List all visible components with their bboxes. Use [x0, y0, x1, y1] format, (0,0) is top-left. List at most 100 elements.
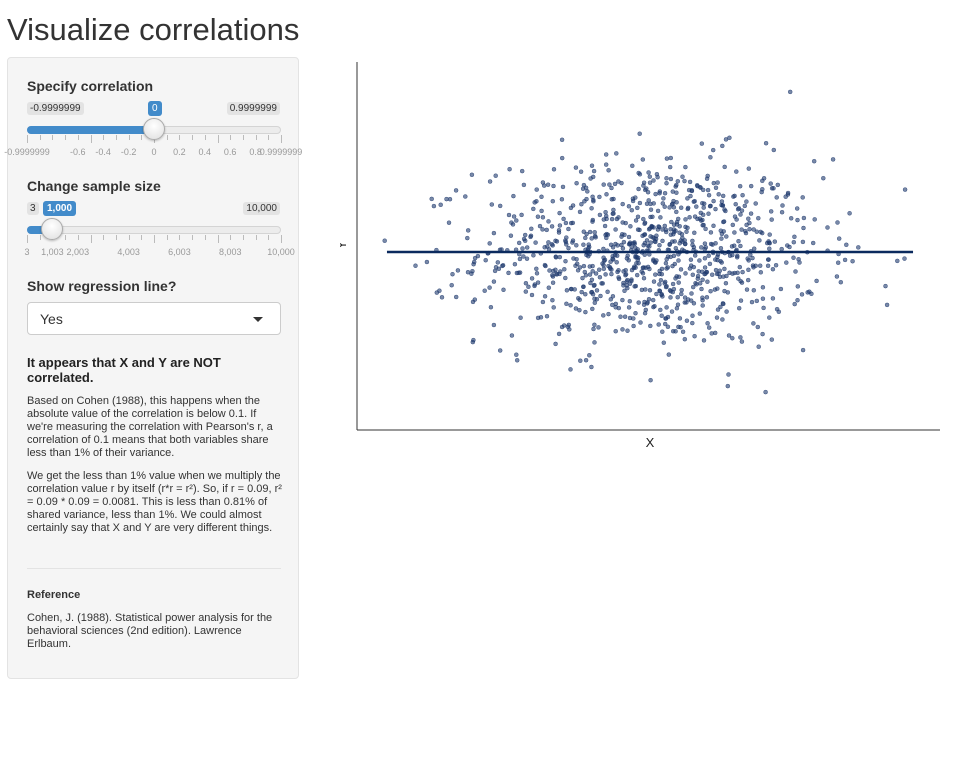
data-point [799, 292, 805, 297]
data-point [850, 258, 855, 264]
data-point [695, 276, 701, 281]
data-point [647, 287, 653, 293]
data-point [564, 288, 570, 293]
data-point [810, 240, 816, 246]
data-point [755, 324, 761, 330]
data-point [665, 314, 671, 320]
data-point [664, 305, 669, 310]
data-point [674, 306, 680, 311]
data-point [684, 318, 690, 323]
data-point [633, 254, 638, 260]
data-point [722, 288, 727, 294]
data-point [570, 240, 575, 245]
sample-size-slider-track[interactable] [27, 226, 281, 234]
slider-tick-label: 0.6 [223, 147, 237, 157]
data-point [622, 314, 628, 319]
data-point [580, 275, 585, 281]
data-point [746, 216, 751, 221]
slider-tick [39, 235, 41, 240]
slider-tick-label: 0 [151, 147, 157, 157]
data-point [550, 297, 555, 303]
data-point [791, 255, 796, 260]
data-point [668, 155, 674, 161]
data-point [579, 289, 584, 295]
data-point [748, 183, 754, 189]
data-point [645, 189, 651, 195]
data-point [736, 238, 741, 244]
data-point [609, 185, 614, 191]
data-point [592, 296, 597, 302]
slider-tick [90, 135, 92, 143]
data-point [732, 214, 738, 219]
data-point [719, 260, 724, 265]
data-point [675, 294, 680, 300]
data-point [471, 261, 476, 267]
data-point [551, 167, 557, 172]
data-point [590, 219, 595, 224]
data-point [718, 245, 724, 251]
data-point [664, 156, 670, 161]
data-point [700, 217, 705, 223]
data-point [640, 233, 645, 239]
data-point [470, 339, 476, 345]
data-point [726, 333, 732, 338]
data-point [706, 192, 712, 198]
slider-tick [39, 135, 41, 140]
data-point [655, 208, 661, 214]
data-point [705, 173, 710, 179]
data-point [737, 183, 743, 189]
data-point [544, 313, 550, 319]
data-point [648, 207, 654, 212]
data-point [551, 183, 556, 189]
data-point [701, 338, 707, 343]
data-point [740, 269, 745, 275]
data-point [658, 215, 663, 220]
data-point [800, 195, 805, 200]
data-point [688, 193, 693, 199]
data-point [795, 297, 800, 303]
data-point [597, 274, 603, 280]
data-point [754, 229, 760, 234]
data-point [744, 222, 749, 228]
slider-tick-label: 1,003 [41, 247, 64, 257]
data-point [557, 210, 562, 216]
data-point [699, 286, 704, 292]
data-point [651, 279, 657, 284]
data-point [720, 143, 725, 149]
data-point [589, 163, 595, 168]
data-point [895, 258, 900, 264]
data-point [540, 227, 545, 232]
data-point [511, 214, 517, 219]
data-point [514, 218, 519, 223]
data-point [609, 271, 614, 277]
data-point [601, 182, 606, 187]
data-point [564, 242, 569, 247]
data-point [758, 229, 763, 235]
data-point [568, 303, 573, 308]
data-point [661, 196, 666, 201]
data-point [583, 309, 588, 315]
slider-tick [217, 235, 219, 243]
data-point [509, 220, 514, 225]
data-point [773, 262, 779, 268]
regression-select[interactable]: Yes [27, 302, 281, 335]
correlation-slider-handle[interactable] [143, 118, 165, 140]
data-point [524, 256, 530, 261]
data-point [756, 215, 761, 221]
data-point [665, 324, 671, 330]
data-point [653, 191, 658, 197]
data-point [768, 209, 774, 214]
correlation-slider-label: Specify correlation [27, 78, 154, 94]
sample-size-slider-handle[interactable] [41, 218, 64, 240]
data-point [689, 291, 694, 296]
data-point [556, 230, 562, 235]
data-point [714, 315, 720, 320]
slider-tick [179, 235, 181, 240]
data-point [619, 234, 624, 239]
data-point [724, 234, 729, 239]
data-point [563, 220, 569, 226]
data-point [413, 263, 418, 268]
data-point [670, 328, 676, 334]
data-point [774, 306, 780, 312]
data-point [637, 172, 643, 177]
